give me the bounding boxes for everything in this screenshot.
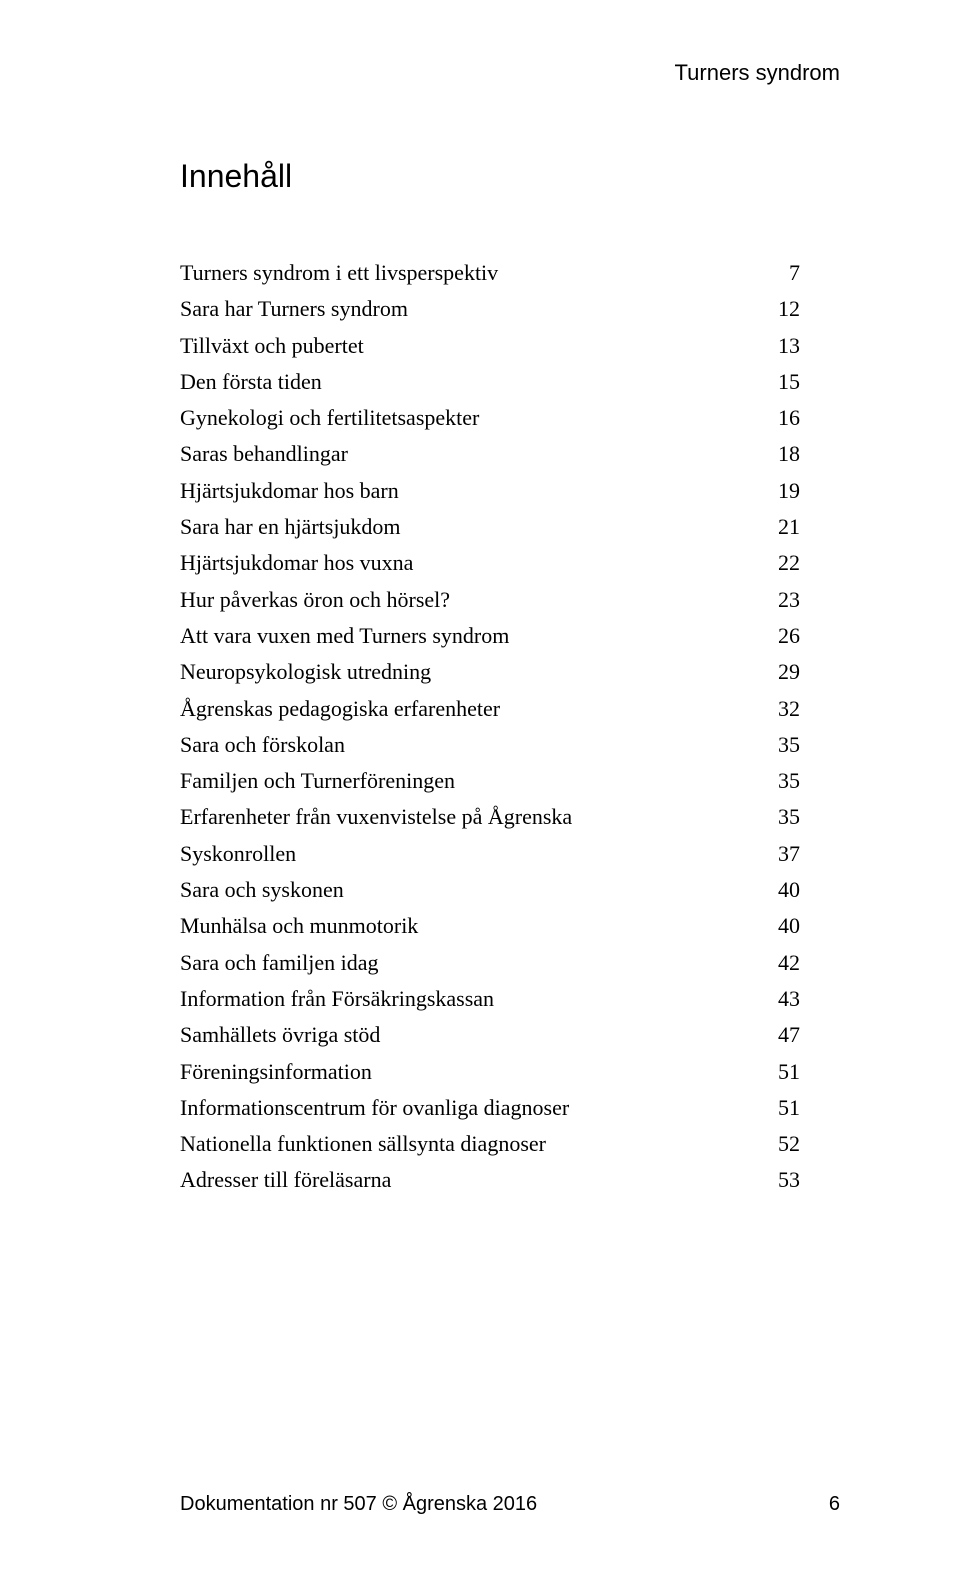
toc-entry-label: Hjärtsjukdomar hos vuxna — [180, 545, 752, 581]
toc-entry-page: 52 — [752, 1126, 800, 1162]
toc-entry: Turners syndrom i ett livsperspektiv7 — [180, 255, 800, 291]
toc-entry: Informationscentrum för ovanliga diagnos… — [180, 1090, 800, 1126]
toc-entry: Hur påverkas öron och hörsel?23 — [180, 582, 800, 618]
toc-entry-label: Sara och syskonen — [180, 872, 752, 908]
toc-entry-page: 40 — [752, 908, 800, 944]
toc-entry-page: 13 — [752, 328, 800, 364]
toc-entry: Erfarenheter från vuxenvistelse på Ågren… — [180, 799, 800, 835]
toc-entry-label: Att vara vuxen med Turners syndrom — [180, 618, 752, 654]
toc-entry-label: Adresser till föreläsarna — [180, 1162, 752, 1198]
toc-entry-label: Gynekologi och fertilitetsaspekter — [180, 400, 752, 436]
toc-entry-page: 42 — [752, 945, 800, 981]
toc-entry-label: Föreningsinformation — [180, 1054, 752, 1090]
toc-entry-page: 21 — [752, 509, 800, 545]
toc-entry: Sara har Turners syndrom12 — [180, 291, 800, 327]
toc-entry-label: Den första tiden — [180, 364, 752, 400]
toc-entry: Den första tiden15 — [180, 364, 800, 400]
toc-entry: Samhällets övriga stöd47 — [180, 1017, 800, 1053]
toc-entry-label: Information från Försäkringskassan — [180, 981, 752, 1017]
toc-entry: Adresser till föreläsarna53 — [180, 1162, 800, 1198]
toc-entry-page: 19 — [752, 473, 800, 509]
toc-entry: Familjen och Turnerföreningen35 — [180, 763, 800, 799]
toc-entry-label: Turners syndrom i ett livsperspektiv — [180, 255, 752, 291]
page-footer: Dokumentation nr 507 © Ågrenska 2016 6 — [180, 1493, 840, 1516]
footer-page-number: 6 — [829, 1493, 840, 1516]
toc-entry-label: Sara och familjen idag — [180, 945, 752, 981]
toc-entry-page: 23 — [752, 582, 800, 618]
toc-entry: Hjärtsjukdomar hos barn19 — [180, 473, 800, 509]
toc-entry-page: 29 — [752, 654, 800, 690]
toc-entry-page: 51 — [752, 1054, 800, 1090]
footer-left: Dokumentation nr 507 © Ågrenska 2016 — [180, 1493, 537, 1516]
toc-entry-page: 47 — [752, 1017, 800, 1053]
toc-entry-label: Erfarenheter från vuxenvistelse på Ågren… — [180, 799, 752, 835]
toc-entry-page: 7 — [752, 255, 800, 291]
toc-entry-label: Samhällets övriga stöd — [180, 1017, 752, 1053]
toc-entry-page: 35 — [752, 799, 800, 835]
toc-entry: Saras behandlingar18 — [180, 436, 800, 472]
toc-entry: Gynekologi och fertilitetsaspekter16 — [180, 400, 800, 436]
toc-entry: Sara och syskonen40 — [180, 872, 800, 908]
toc-entry: Syskonrollen37 — [180, 836, 800, 872]
toc-entry-page: 37 — [752, 836, 800, 872]
toc-entry-page: 16 — [752, 400, 800, 436]
toc-entry-label: Munhälsa och munmotorik — [180, 908, 752, 944]
toc-entry: Nationella funktionen sällsynta diagnose… — [180, 1126, 800, 1162]
toc-entry-page: 15 — [752, 364, 800, 400]
toc-entry-label: Neuropsykologisk utredning — [180, 654, 752, 690]
toc-entry-label: Tillväxt och pubertet — [180, 328, 752, 364]
toc-entry-label: Sara och förskolan — [180, 727, 752, 763]
toc-entry: Neuropsykologisk utredning29 — [180, 654, 800, 690]
toc-entry-label: Sara har Turners syndrom — [180, 291, 752, 327]
toc-entry-page: 22 — [752, 545, 800, 581]
toc-entry-label: Familjen och Turnerföreningen — [180, 763, 752, 799]
toc-entry-label: Ågrenskas pedagogiska erfarenheter — [180, 691, 752, 727]
toc-entry-page: 35 — [752, 727, 800, 763]
toc-entry-page: 35 — [752, 763, 800, 799]
toc-entry-page: 18 — [752, 436, 800, 472]
toc-entry-page: 32 — [752, 691, 800, 727]
toc-entry-page: 40 — [752, 872, 800, 908]
toc-entry-page: 12 — [752, 291, 800, 327]
toc-entry: Sara och familjen idag42 — [180, 945, 800, 981]
toc-entry-label: Nationella funktionen sällsynta diagnose… — [180, 1126, 752, 1162]
toc-entry-label: Informationscentrum för ovanliga diagnos… — [180, 1090, 752, 1126]
toc-entry: Att vara vuxen med Turners syndrom26 — [180, 618, 800, 654]
running-header: Turners syndrom — [675, 60, 840, 86]
toc-entry-label: Sara har en hjärtsjukdom — [180, 509, 752, 545]
toc-entry-page: 51 — [752, 1090, 800, 1126]
toc-entry-label: Syskonrollen — [180, 836, 752, 872]
toc-entry-page: 53 — [752, 1162, 800, 1198]
toc-entry-label: Hur påverkas öron och hörsel? — [180, 582, 752, 618]
toc-entry-label: Hjärtsjukdomar hos barn — [180, 473, 752, 509]
table-of-contents: Turners syndrom i ett livsperspektiv7Sar… — [180, 255, 800, 1199]
toc-entry: Sara och förskolan35 — [180, 727, 800, 763]
toc-entry-page: 26 — [752, 618, 800, 654]
toc-entry: Hjärtsjukdomar hos vuxna22 — [180, 545, 800, 581]
toc-entry: Föreningsinformation51 — [180, 1054, 800, 1090]
toc-entry: Ågrenskas pedagogiska erfarenheter32 — [180, 691, 800, 727]
toc-entry: Tillväxt och pubertet13 — [180, 328, 800, 364]
toc-title: Innehåll — [180, 158, 840, 195]
toc-entry: Information från Försäkringskassan43 — [180, 981, 800, 1017]
toc-entry: Munhälsa och munmotorik40 — [180, 908, 800, 944]
toc-entry: Sara har en hjärtsjukdom21 — [180, 509, 800, 545]
toc-entry-label: Saras behandlingar — [180, 436, 752, 472]
document-page: Turners syndrom Innehåll Turners syndrom… — [0, 0, 960, 1574]
toc-entry-page: 43 — [752, 981, 800, 1017]
